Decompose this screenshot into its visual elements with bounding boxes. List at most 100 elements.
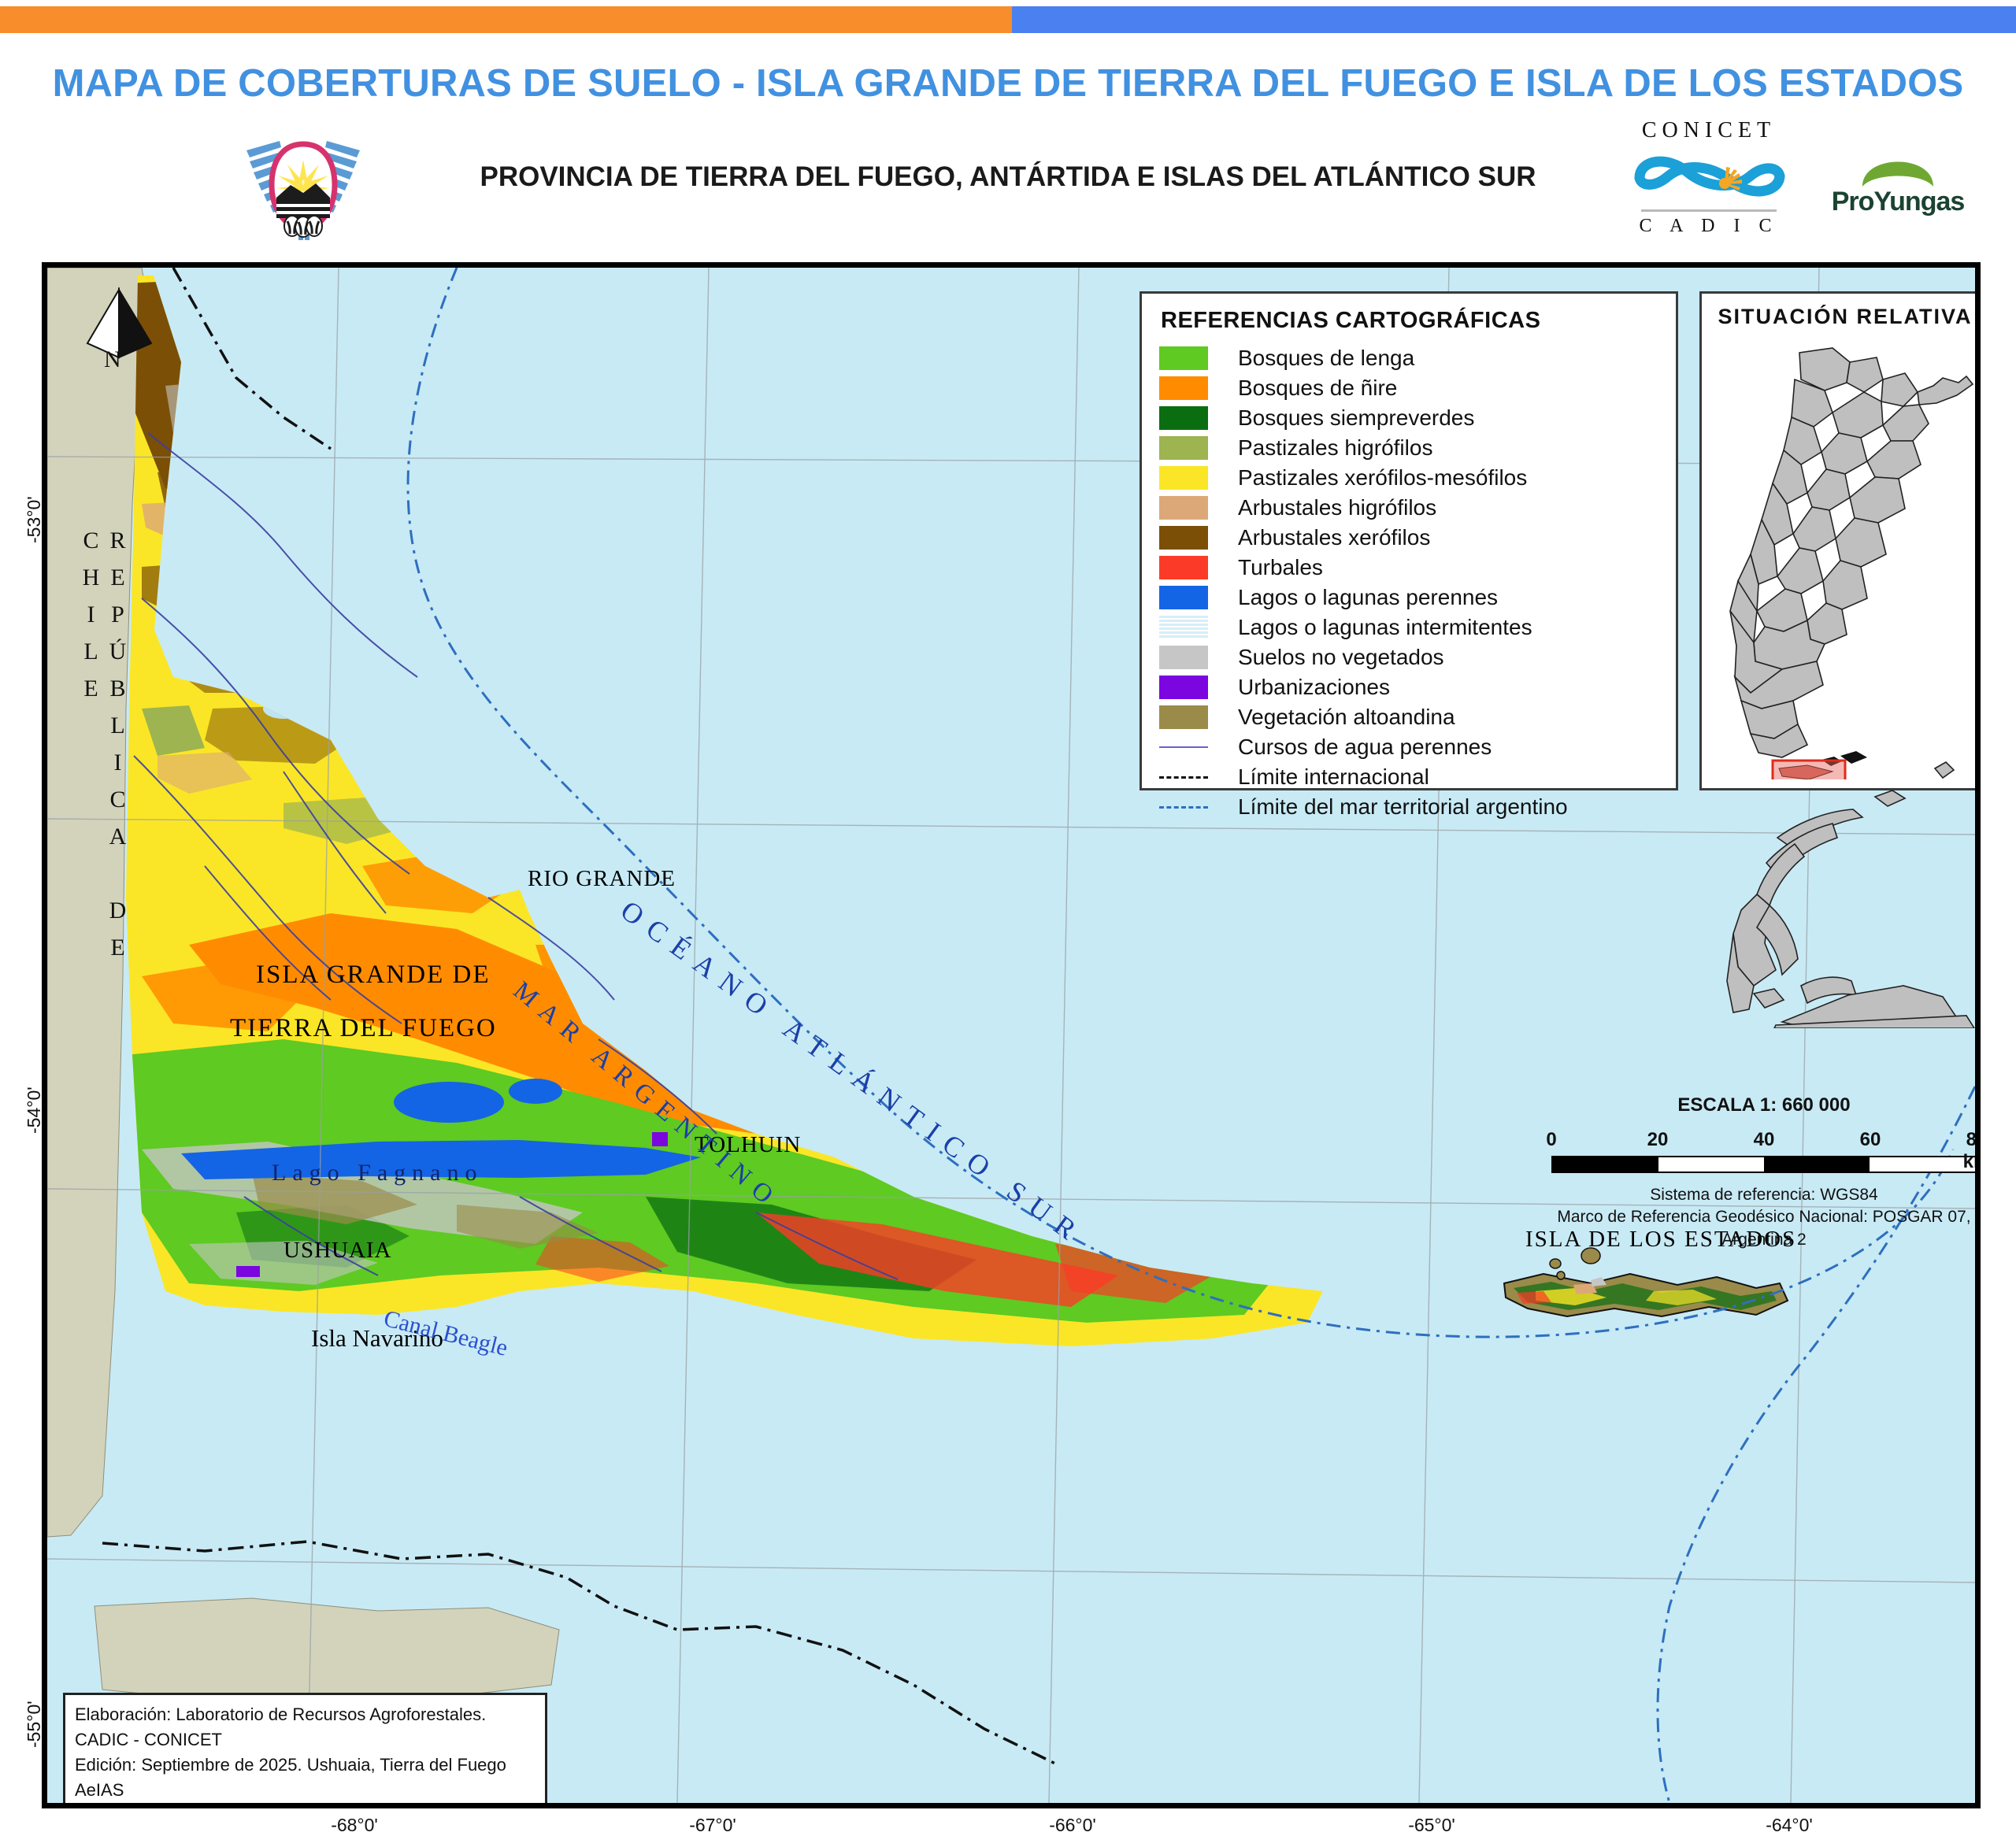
ribbon-blue-segment xyxy=(1012,6,2016,33)
page-subtitle: PROVINCIA DE TIERRA DEL FUEGO, ANTÁRTIDA… xyxy=(480,161,1536,192)
scale-tick: 0 xyxy=(1546,1129,1557,1150)
longitude-label-68: -68°0' xyxy=(331,1815,378,1835)
longitude-label-64: -64°0' xyxy=(1766,1815,1813,1835)
inset-title: SITUACIÓN RELATIVA xyxy=(1718,305,1973,328)
legend-item[interactable]: Pastizales higrófilos xyxy=(1159,433,1663,463)
legend-item[interactable]: Bosques de lenga xyxy=(1159,343,1663,373)
longitude-label-66: -66°0' xyxy=(1049,1815,1096,1835)
region-label-isla-grande: ISLA GRANDE DE xyxy=(256,961,491,989)
legend-label: Lagos o lagunas perennes xyxy=(1238,585,1499,609)
legend-swatch xyxy=(1159,376,1208,400)
legend-line-swatch xyxy=(1159,735,1208,759)
legend-label: Lagos o lagunas intermitentes xyxy=(1238,615,1532,639)
legend-swatch xyxy=(1159,466,1208,490)
legend-label: Bosques de ñire xyxy=(1238,376,1398,400)
legend-label: Pastizales higrófilos xyxy=(1238,435,1433,460)
escudo-tierra-del-fuego-icon xyxy=(232,122,374,244)
inset-map-graphic xyxy=(1729,347,1974,779)
region-label-tierra-del-fuego: TIERRA DEL FUEGO xyxy=(230,1014,497,1042)
scale-bar-graphic xyxy=(1551,1156,1975,1173)
map-canvas[interactable]: N REPÚBLICA DE CHILE RIO GRANDE TOLHUIN … xyxy=(42,262,1981,1808)
north-arrow-icon: N xyxy=(83,285,154,379)
legend-item[interactable]: Límite internacional xyxy=(1159,762,1663,792)
conicet-divider xyxy=(1641,209,1777,212)
latitude-label-55: -55°0' xyxy=(24,1701,44,1748)
ribbon-orange-segment xyxy=(0,6,1012,33)
credits-box: Elaboración: Laboratorio de Recursos Agr… xyxy=(63,1693,547,1803)
legend-item[interactable]: Lagos o lagunas intermitentes xyxy=(1159,613,1663,642)
legend-swatch xyxy=(1159,705,1208,729)
scale-tick: 60 xyxy=(1859,1129,1881,1150)
conicet-wordmark: CONICET xyxy=(1641,118,1777,143)
cadic-wordmark: C A D I C xyxy=(1639,216,1779,236)
inset-antarctica-graphic xyxy=(1726,761,1975,1028)
legend-item[interactable]: Urbanizaciones xyxy=(1159,672,1663,702)
scale-tick-labels: 0 20 40 60 80 km xyxy=(1528,1129,1975,1172)
geodetic-frame: Marco de Referencia Geodésico Nacional: … xyxy=(1557,1208,1971,1249)
scale-ratio: ESCALA 1: 660 000 xyxy=(1677,1094,1851,1116)
scale-tick: 20 xyxy=(1647,1129,1669,1150)
conicet-logo: CONICET C A D I C xyxy=(1630,120,1788,250)
legend-label: Arbustales higrófilos xyxy=(1238,495,1437,520)
proyungas-wordmark: ProYungas xyxy=(1831,187,1966,217)
legend-label: Bosques de lenga xyxy=(1238,346,1415,370)
legend-item[interactable]: Vegetación altoandina xyxy=(1159,702,1663,732)
legend-item[interactable]: Lagos o lagunas perennes xyxy=(1159,583,1663,613)
north-label: N xyxy=(104,346,121,372)
legend-swatch xyxy=(1159,616,1208,639)
scale-tick: 40 xyxy=(1753,1129,1775,1150)
region-label-isla-de-los-estados: ISLA DE LOS ESTADOS xyxy=(1525,1227,1797,1252)
legend-item[interactable]: Arbustales xerófilos xyxy=(1159,523,1663,553)
legend-label: Límite del mar territorial argentino xyxy=(1238,794,1568,819)
latitude-label-54: -54°0' xyxy=(24,1086,44,1134)
legend-item[interactable]: Arbustales higrófilos xyxy=(1159,493,1663,523)
map-geometry-layer xyxy=(47,268,1975,1803)
legend-line-swatch xyxy=(1159,765,1208,789)
legend-item[interactable]: Cursos de agua perennes xyxy=(1159,732,1663,762)
legend-swatch xyxy=(1159,646,1208,669)
legend-panel: REFERENCIAS CARTOGRÁFICAS Bosques de len… xyxy=(1140,291,1678,819)
legend-label: Turbales xyxy=(1238,555,1323,579)
legend-label: Vegetación altoandina xyxy=(1238,705,1455,729)
locator-inset-panel: SITUACIÓN RELATIVA xyxy=(1699,291,1975,1028)
legend-label: Arbustales xerófilos xyxy=(1238,525,1431,550)
water-label-lago-fagnano: Lago Fagnano xyxy=(272,1160,484,1186)
top-ribbon xyxy=(0,6,2016,33)
legend-item[interactable]: Bosques siempreverdes xyxy=(1159,403,1663,433)
legend-title: REFERENCIAS CARTOGRÁFICAS xyxy=(1161,308,1541,333)
page-title: MAPA DE COBERTURAS DE SUELO - ISLA GRAND… xyxy=(52,62,1964,105)
legend-swatch xyxy=(1159,676,1208,699)
legend-swatch xyxy=(1159,526,1208,550)
legend-swatch xyxy=(1159,556,1208,579)
legend-swatch xyxy=(1159,436,1208,460)
legend-label: Límite internacional xyxy=(1238,764,1429,789)
credits-line-2: Edición: Septiembre de 2025. Ushuaia, Ti… xyxy=(75,1754,506,1800)
legend-label: Bosques siempreverdes xyxy=(1238,405,1475,430)
legend-label: Cursos de agua perennes xyxy=(1238,735,1492,759)
legend-item[interactable]: Bosques de ñire xyxy=(1159,373,1663,403)
legend-item[interactable]: Límite del mar territorial argentino xyxy=(1159,792,1663,822)
legend-item[interactable]: Pastizales xerófilos-mesófilos xyxy=(1159,463,1663,493)
city-label-tolhuin: TOLHUIN xyxy=(695,1132,802,1157)
region-label-isla-navarino: Isla Navarino xyxy=(311,1324,443,1352)
scale-tick: 80 km xyxy=(1962,1129,1977,1172)
country-label-chile: REPÚBLICA DE CHILE xyxy=(78,527,131,972)
legend-label: Pastizales xerófilos-mesófilos xyxy=(1238,465,1528,490)
legend-item[interactable]: Turbales xyxy=(1159,553,1663,583)
city-label-ushuaia: USHUAIA xyxy=(284,1238,392,1263)
longitude-label-67: -67°0' xyxy=(689,1815,736,1835)
legend-item[interactable]: Suelos no vegetados xyxy=(1159,642,1663,672)
longitude-label-65: -65°0' xyxy=(1408,1815,1455,1835)
reference-system: Sistema de referencia: WGS84 xyxy=(1650,1186,1878,1204)
credits-line-1: Elaboración: Laboratorio de Recursos Agr… xyxy=(75,1705,487,1749)
legend-label: Suelos no vegetados xyxy=(1238,645,1444,669)
legend-swatch xyxy=(1159,406,1208,430)
legend-line-swatch xyxy=(1159,795,1208,819)
scale-bar-block: ESCALA 1: 660 000 0 20 40 60 80 km Sistema d… xyxy=(1528,1094,1975,1251)
legend-swatch xyxy=(1159,496,1208,520)
legend-swatch xyxy=(1159,586,1208,609)
legend-label: Urbanizaciones xyxy=(1238,675,1390,699)
proyungas-logo: ProYungas xyxy=(1819,138,1977,240)
legend-swatch xyxy=(1159,346,1208,370)
latitude-label-53: -53°0' xyxy=(24,496,44,543)
